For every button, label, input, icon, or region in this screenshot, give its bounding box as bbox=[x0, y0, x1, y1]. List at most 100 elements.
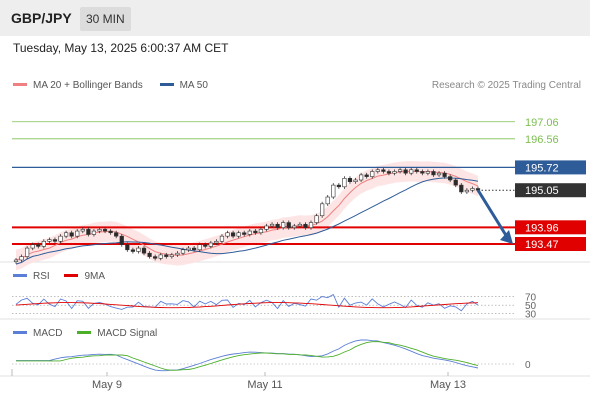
candle-body bbox=[52, 239, 58, 242]
candle-body bbox=[197, 244, 202, 251]
pivot-level-badge bbox=[515, 160, 586, 175]
candle-body bbox=[41, 240, 46, 247]
candle-body bbox=[420, 171, 425, 174]
rsi-level-label: 70 bbox=[525, 293, 537, 304]
candle-body bbox=[230, 232, 236, 237]
candle-body bbox=[414, 169, 419, 172]
candle-body bbox=[164, 254, 169, 257]
candle-body bbox=[364, 174, 369, 177]
ma20-line bbox=[15, 170, 479, 261]
candle-body bbox=[275, 223, 280, 228]
candle-body bbox=[292, 225, 297, 228]
candle-body bbox=[180, 249, 186, 254]
forecast-arrow-head bbox=[500, 230, 513, 244]
currency-pair: GBP/JPY bbox=[11, 10, 72, 26]
candle-body bbox=[331, 184, 336, 198]
candle-body bbox=[47, 239, 52, 242]
candle-body bbox=[336, 184, 341, 188]
candle-body bbox=[19, 256, 24, 261]
candle-body bbox=[303, 223, 308, 228]
candle-body bbox=[459, 184, 464, 193]
candle-body bbox=[175, 252, 180, 256]
candle-body bbox=[403, 169, 408, 174]
candle-body bbox=[464, 189, 469, 193]
candle-body bbox=[325, 196, 330, 205]
forecast-arrow-line bbox=[476, 189, 509, 238]
rsi-level-label: 30 bbox=[525, 310, 537, 321]
candle-body bbox=[353, 179, 358, 183]
candle-body bbox=[25, 247, 30, 257]
candle-body bbox=[203, 244, 208, 247]
candle-body bbox=[69, 232, 74, 237]
candle-body bbox=[342, 177, 347, 188]
candle-body bbox=[264, 225, 269, 230]
candle-body bbox=[247, 230, 252, 235]
candle-body bbox=[130, 249, 135, 252]
ma50-legend-label: MA 50 bbox=[179, 80, 208, 91]
candle-body bbox=[36, 244, 41, 247]
candle-body bbox=[236, 232, 241, 237]
candle-body bbox=[147, 252, 152, 257]
main-legend: MA 20 + Bollinger Bands MA 50 bbox=[13, 80, 208, 92]
macd-signal-legend-label: MACD Signal bbox=[97, 328, 158, 339]
candle-body bbox=[381, 169, 386, 172]
candle-body bbox=[214, 240, 219, 244]
chart-credit: Research © 2025 Trading Central bbox=[431, 80, 581, 91]
ma20-legend-label: MA 20 + Bollinger Bands bbox=[33, 80, 143, 91]
candle-body bbox=[397, 169, 403, 172]
target-level-label: 196.56 bbox=[525, 134, 559, 146]
last-price-label: 195.05 bbox=[525, 185, 559, 197]
candle-body bbox=[448, 176, 453, 181]
candle-body bbox=[392, 171, 397, 174]
candle-body bbox=[114, 232, 119, 237]
macd-zero-label: 0 bbox=[525, 360, 531, 371]
rsi-legend: RSI 9MA bbox=[13, 271, 105, 283]
rsi-ma-swatch bbox=[64, 273, 79, 277]
timestamp: Tuesday, May 13, 2025 6:00:37 AM CET bbox=[13, 41, 229, 55]
timeframe-button[interactable]: 30 MIN bbox=[80, 7, 131, 31]
candle-body bbox=[102, 229, 108, 232]
macd-line bbox=[16, 339, 479, 372]
rsi-swatch bbox=[13, 273, 27, 277]
candle-body bbox=[308, 222, 314, 228]
candle-body bbox=[97, 229, 102, 232]
candle-body bbox=[386, 171, 392, 174]
candle-body bbox=[136, 247, 141, 252]
macd-signal-line bbox=[16, 341, 479, 371]
rsi-level-label: 50 bbox=[525, 301, 537, 312]
candle-body bbox=[258, 229, 264, 234]
candle-body bbox=[314, 215, 319, 223]
rsi-ma-line bbox=[15, 302, 479, 309]
candle-body bbox=[119, 235, 124, 245]
rsi-ma-legend-label: 9MA bbox=[84, 271, 106, 282]
candle-body bbox=[91, 230, 97, 235]
support-level-label: 193.47 bbox=[525, 239, 559, 251]
candle-body bbox=[375, 169, 380, 172]
candle-body bbox=[269, 223, 275, 227]
candle-body bbox=[125, 244, 130, 251]
macd-legend-label: MACD bbox=[33, 328, 63, 339]
candle-body bbox=[409, 169, 414, 174]
x-tick-label: May 11 bbox=[247, 379, 282, 391]
candle-body bbox=[13, 259, 19, 263]
candle-body bbox=[80, 229, 85, 232]
candle-body bbox=[253, 230, 258, 234]
target-level-label: 197.06 bbox=[525, 117, 559, 129]
candle-body bbox=[169, 254, 174, 257]
candle-body bbox=[192, 247, 197, 251]
support-level-label: 193.96 bbox=[525, 222, 559, 234]
candle-body bbox=[30, 244, 35, 249]
x-tick-label: May 9 bbox=[92, 379, 122, 391]
macd-signal-swatch bbox=[77, 330, 92, 334]
pivot-level-label: 195.72 bbox=[525, 162, 559, 174]
header-bar: GBP/JPY 30 MIN bbox=[0, 0, 590, 36]
candle-body bbox=[186, 247, 191, 251]
candle-body bbox=[86, 229, 91, 235]
candle-body bbox=[370, 171, 375, 177]
candle-body bbox=[63, 232, 69, 237]
candle-body bbox=[208, 242, 213, 247]
candle-body bbox=[425, 171, 431, 174]
candle-body bbox=[108, 230, 113, 234]
macd-legend: MACD MACD Signal bbox=[13, 328, 157, 340]
